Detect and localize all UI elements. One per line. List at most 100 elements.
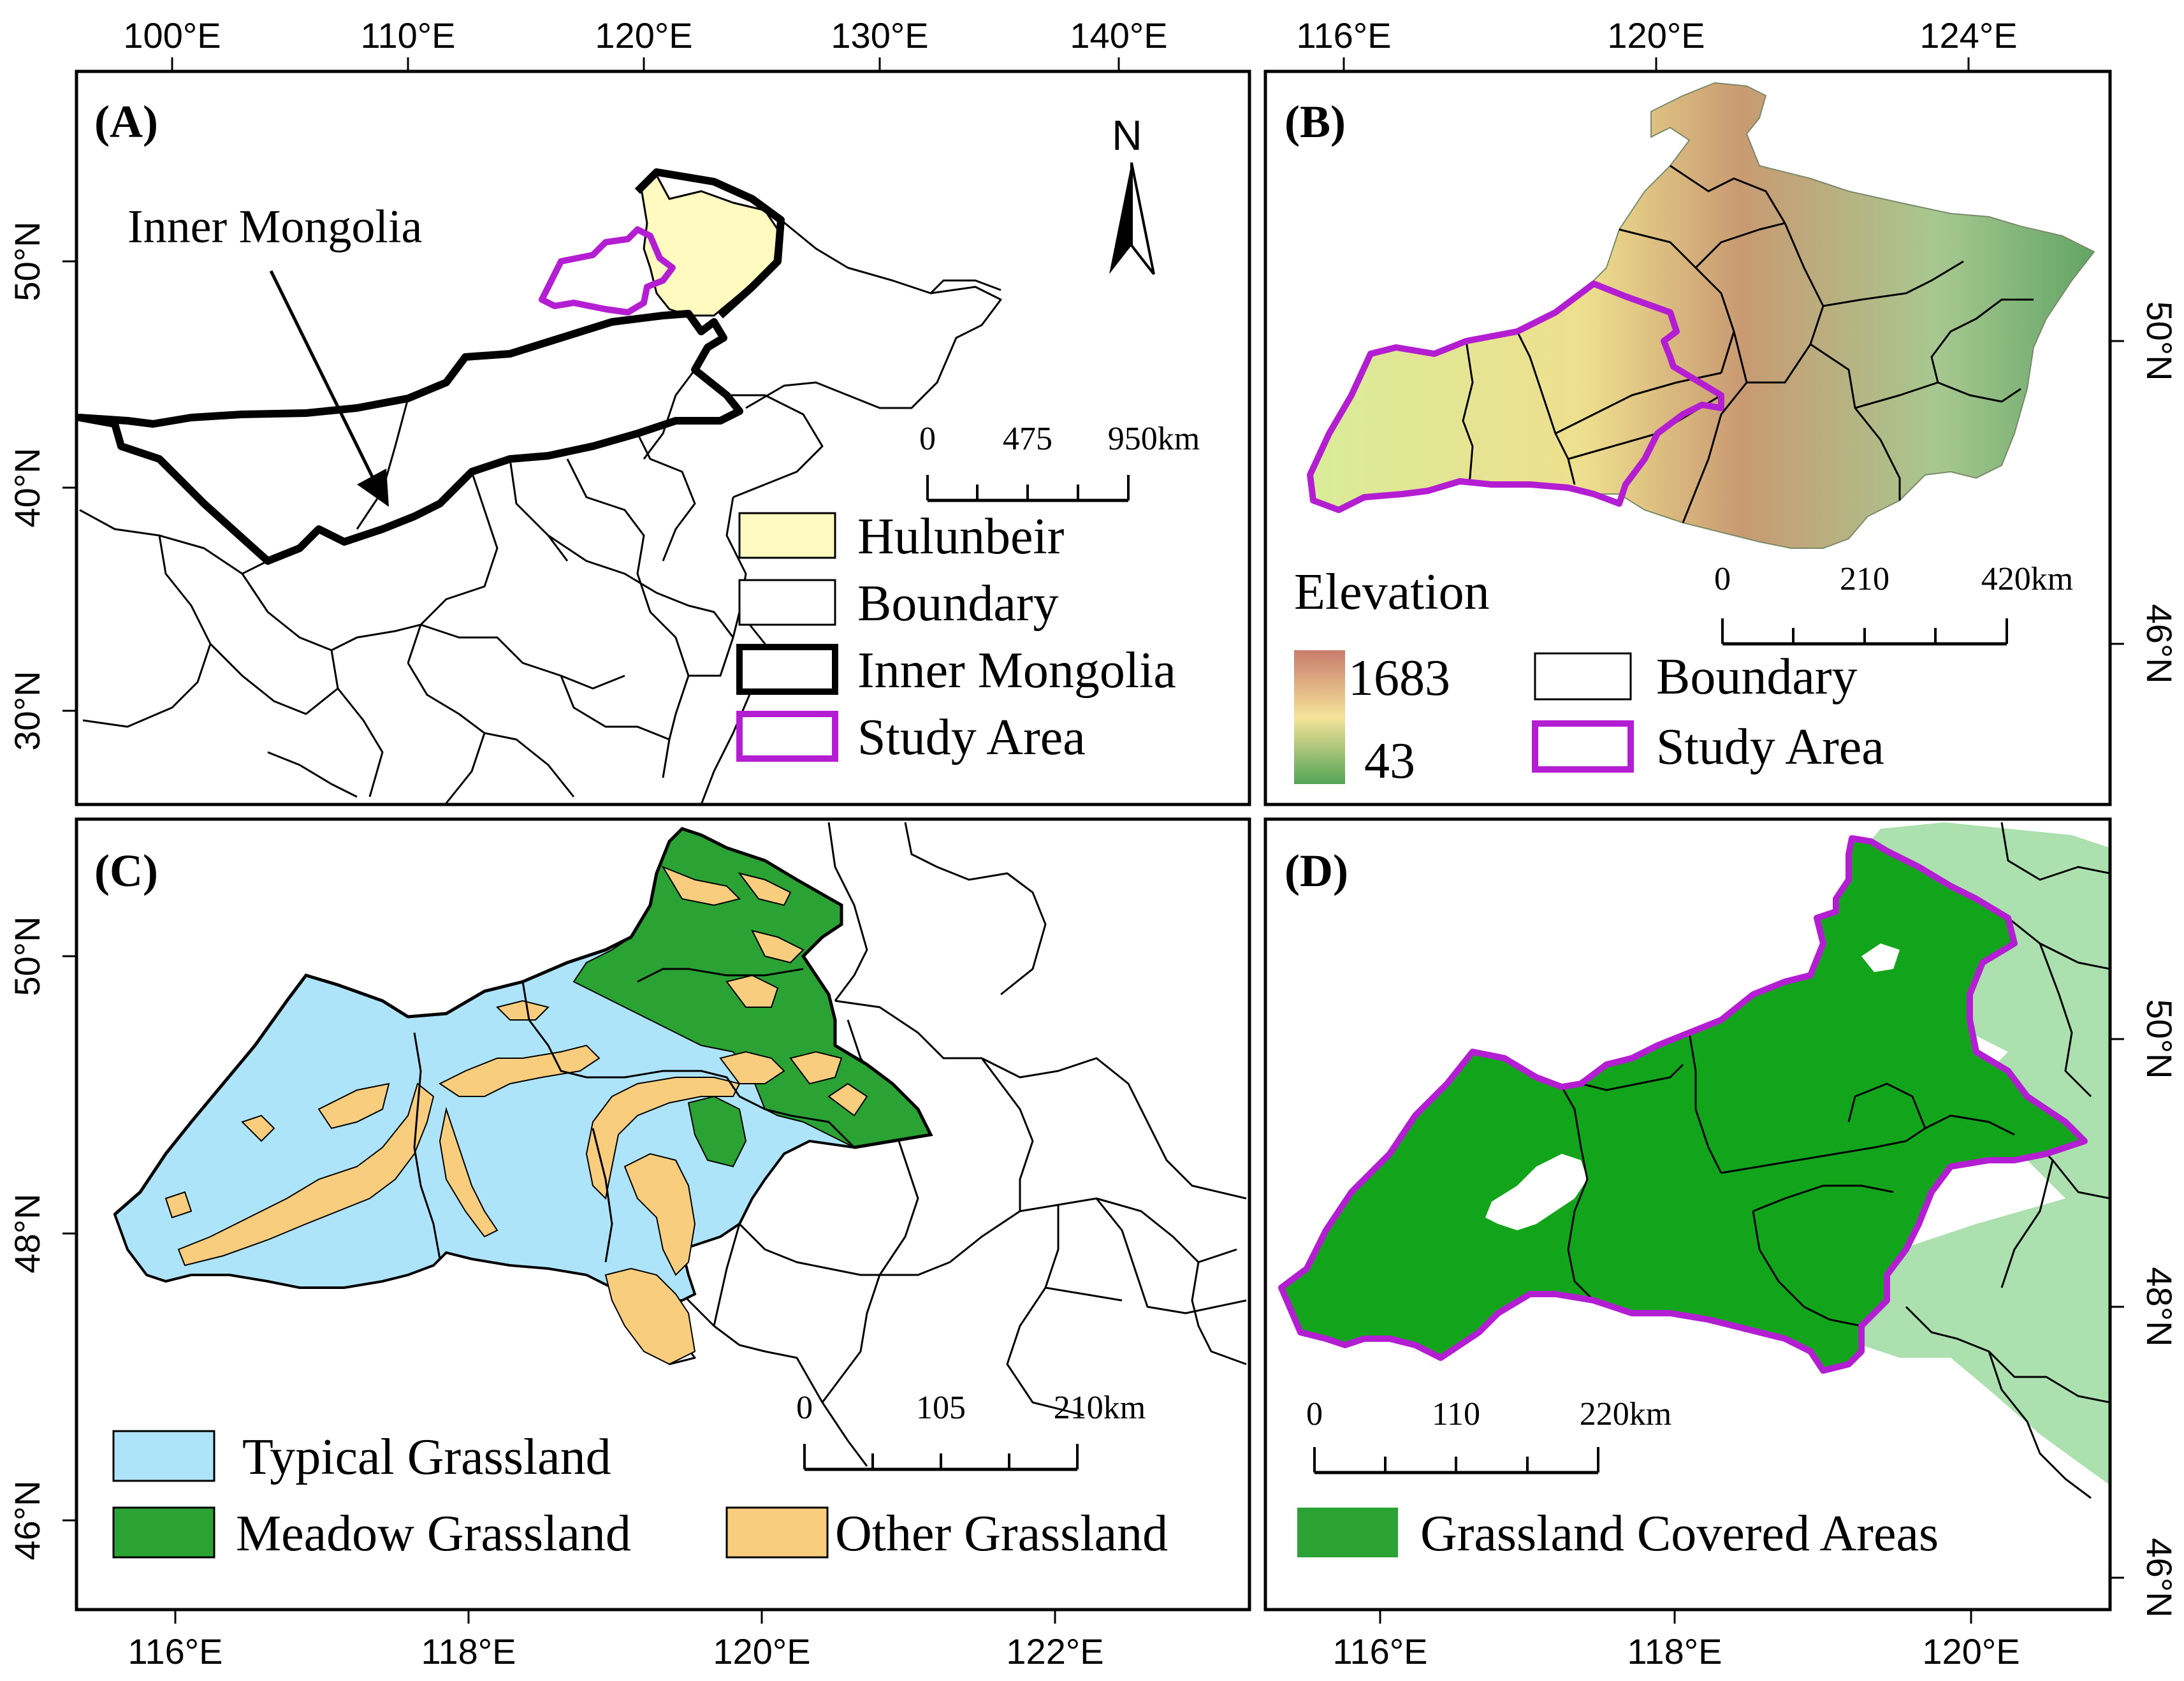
panel-b-right-tick-label: 46°N: [2139, 604, 2180, 683]
legend-swatch-other-grassland: [725, 1506, 829, 1559]
elevation-colorbar: [1294, 650, 1345, 784]
legend-swatch-study-area: [736, 711, 838, 762]
panel-d-scale-label: 110: [1432, 1396, 1480, 1432]
panel-d-bottom-tick-label: 120°E: [1922, 1631, 2020, 1671]
legend-swatch-hulunbeir: [738, 512, 836, 559]
panel-a-top-tick-label: 100°E: [123, 15, 221, 55]
north-arrow-icon: [1109, 162, 1155, 275]
panel-a-legend: Hulunbeir Boundary Inner Mongolia Study …: [736, 509, 1176, 766]
panel-a-scale-label: 475: [1003, 421, 1052, 457]
study-area-outline-b: [1307, 280, 1724, 513]
panel-d-scale-label: 0: [1306, 1396, 1323, 1432]
panel-c-scale-label: 105: [916, 1390, 966, 1426]
study-area-outline-c: [113, 827, 933, 1216]
study-area-outline-a: [539, 226, 676, 316]
panel-b-scale-bar: [1721, 618, 2008, 646]
legend-label-meadow-grassland: Meadow Grassland: [236, 1506, 631, 1562]
panel-a-top-tick-label: 120°E: [595, 15, 692, 55]
panel-c: 116°E 118°E 120°E 122°E 50°N 48°N 46°N: [7, 817, 1251, 1671]
legend-label-boundary: Boundary: [857, 576, 1059, 632]
panel-b-map: [1307, 82, 2095, 549]
panel-b-frame: [1263, 69, 2112, 806]
legend-swatch-boundary: [738, 579, 836, 626]
panel-c-bottom-tick-label: 118°E: [421, 1631, 516, 1671]
legend-swatch-boundary-b: [1534, 652, 1632, 701]
panel-d-right-tick-label: 50°N: [2139, 999, 2180, 1079]
meadow-grassland-patch: [687, 1095, 747, 1168]
panel-a-map: [76, 168, 1002, 804]
legend-label-inner-mongolia: Inner Mongolia: [857, 643, 1176, 699]
north-label: N: [1112, 112, 1142, 159]
panel-a-scale-bar: [926, 475, 1130, 502]
panel-b-scale-label: 420km: [1981, 561, 2073, 597]
panel-b-ticks: [1343, 57, 2124, 645]
panel-d: 116°E 118°E 120°E 50°N 48°N 46°N: [1263, 817, 2180, 1671]
panel-d-ticks: [1379, 1038, 2124, 1624]
hulunbeir-region: [639, 173, 779, 317]
panel-c-scale-label: 0: [796, 1390, 813, 1426]
panel-a-scale-label: 0: [919, 421, 936, 457]
panel-d-bottom-tick-label: 116°E: [1332, 1631, 1427, 1671]
panel-b-right-tick-label: 50°N: [2139, 301, 2180, 381]
panel-a-top-tick-label: 110°E: [360, 15, 455, 55]
non-grassland-patch: [1861, 943, 1900, 972]
panel-d-label: (D): [1285, 845, 1348, 896]
panel-c-map: [113, 822, 1247, 1467]
legend-label-typical-grassland: Typical Grassland: [242, 1429, 611, 1485]
elevation-legend-title: Elevation: [1294, 564, 1490, 620]
panel-d-internal-boundaries: [1561, 1032, 2015, 1327]
grassland-covered-region: [1281, 838, 2085, 1371]
panel-a-ticks: [62, 57, 1120, 712]
inner-mongolia-outline: [76, 310, 743, 565]
panel-c-frame: [75, 817, 1251, 1612]
panel-c-left-tick-label: 48°N: [7, 1193, 47, 1273]
panel-d-scale-bar: [1313, 1447, 1599, 1474]
panel-a-label: (A): [94, 96, 158, 147]
panel-a: 100°E 110°E 120°E 130°E 140°E 50°N 40°N …: [7, 15, 1251, 806]
arrow-icon: [269, 270, 389, 507]
legend-swatch-grassland-covered: [1297, 1508, 1398, 1557]
panel-c-scale-bar: [803, 1444, 1079, 1471]
panel-d-right-tick-label: 48°N: [2139, 1267, 2180, 1346]
panel-c-ticks: [62, 955, 1056, 1624]
panel-c-scale-label: 210km: [1054, 1390, 1146, 1426]
panel-c-internal-boundaries: [413, 968, 855, 1263]
legend-label-other-grassland: Other Grassland: [835, 1506, 1168, 1562]
panel-d-scale-label: 220km: [1580, 1396, 1671, 1432]
panel-c-bottom-tick-label: 116°E: [127, 1631, 222, 1671]
elevation-raster: [1309, 82, 2095, 549]
panel-a-left-tick-label: 50°N: [7, 221, 47, 301]
legend-label-grassland-covered: Grassland Covered Areas: [1420, 1506, 1939, 1562]
legend-label-study-area-b: Study Area: [1656, 719, 1884, 775]
panel-b-top-tick-label: 120°E: [1607, 15, 1705, 55]
panel-a-left-tick-label: 40°N: [7, 448, 47, 527]
panel-d-right-tick-label: 46°N: [2139, 1538, 2180, 1617]
panel-a-scale-label: 950km: [1108, 421, 1200, 457]
legend-swatch-study-area-b: [1532, 720, 1634, 773]
other-grassland-patches: [164, 865, 868, 1365]
legend-swatch-typical-grassland: [112, 1430, 215, 1482]
panel-b-label: (B): [1285, 96, 1346, 147]
panel-c-label: (C): [94, 845, 158, 896]
elevation-max-label: 1683: [1348, 650, 1450, 706]
legend-label-study-area: Study Area: [857, 710, 1086, 766]
panel-d-frame: [1263, 817, 2112, 1612]
inner-mongolia-north-edge: [634, 168, 785, 319]
panel-d-map: [1278, 822, 2110, 1499]
panel-b-legend: Elevation 1683 43 Boundary Study Area: [1294, 564, 1884, 789]
panel-d-outside-boundaries: [1905, 822, 2110, 1499]
panel-a-left-tick-label: 30°N: [7, 671, 47, 750]
panel-a-top-tick-label: 140°E: [1070, 15, 1167, 55]
panel-a-top-tick-label: 130°E: [831, 15, 928, 55]
study-area-outline-d: [1278, 835, 2088, 1374]
panel-b-scale-label: 210: [1840, 561, 1889, 597]
elevation-min-label: 43: [1364, 733, 1415, 789]
panel-b-top-tick-label: 124°E: [1919, 15, 2017, 55]
inner-mongolia-annotation: Inner Mongolia: [127, 201, 422, 253]
panel-b: 116°E 120°E 124°E 50°N 46°N: [1263, 15, 2180, 806]
panel-d-legend: Grassland Covered Areas: [1297, 1506, 1939, 1562]
legend-label-boundary-b: Boundary: [1656, 649, 1858, 705]
panel-c-left-tick-label: 46°N: [7, 1480, 47, 1560]
panel-b-boundaries: [1462, 164, 2034, 523]
